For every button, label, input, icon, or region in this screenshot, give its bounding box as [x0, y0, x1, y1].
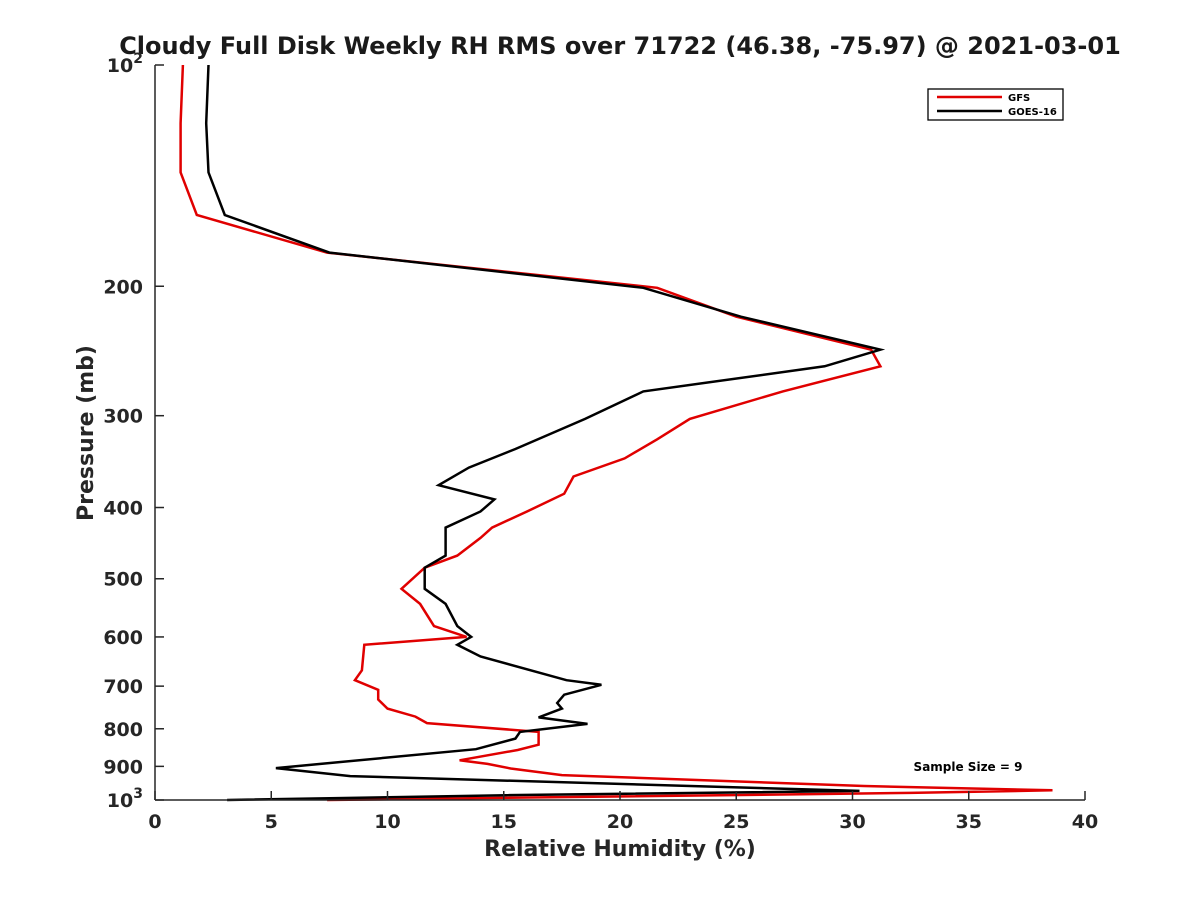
- x-tick-label: 0: [148, 811, 161, 833]
- series-line-gfs: [179, 64, 1053, 802]
- y-tick-label: 300: [103, 406, 143, 428]
- legend-box: [927, 88, 1064, 121]
- y-tick-label: 800: [103, 719, 143, 741]
- series-layer: [179, 64, 1053, 802]
- x-tick-label: 30: [839, 811, 865, 833]
- x-tick-label: 10: [374, 811, 400, 833]
- x-tick-label: 15: [491, 811, 517, 833]
- x-tick-label: 20: [607, 811, 633, 833]
- y-tick-label: 500: [103, 569, 143, 591]
- y-tick-label: 400: [103, 498, 143, 520]
- legend-label-goes16: GOES-16: [1008, 107, 1057, 118]
- y-tick-label: 102: [107, 51, 143, 77]
- x-axis-label: Relative Humidity (%): [484, 837, 756, 862]
- x-tick-label: 25: [723, 811, 749, 833]
- x-ticks: 0 5 10 15 20 25 30 35 40: [148, 791, 1098, 833]
- x-tick-label: 40: [1072, 811, 1098, 833]
- legend-label-gfs: GFS: [1008, 93, 1030, 104]
- y-tick-label: 600: [103, 627, 143, 649]
- chart-title: Cloudy Full Disk Weekly RH RMS over 7172…: [119, 32, 1121, 60]
- legend: GFS GOES-16: [927, 88, 1064, 121]
- x-tick-label: 35: [956, 811, 982, 833]
- y-axis-label: Pressure (mb): [74, 345, 99, 521]
- series-line-goes16: [204, 64, 886, 802]
- y-tick-label: 700: [103, 676, 143, 698]
- x-tick-label: 5: [265, 811, 278, 833]
- y-tick-label: 900: [103, 756, 143, 778]
- y-tick-label: 200: [103, 276, 143, 298]
- y-ticks: 102 200 300 400 500 600 700 800 900 103: [103, 51, 164, 812]
- y-tick-label: 103: [107, 786, 143, 812]
- sample-size-annotation: Sample Size = 9: [914, 760, 1023, 774]
